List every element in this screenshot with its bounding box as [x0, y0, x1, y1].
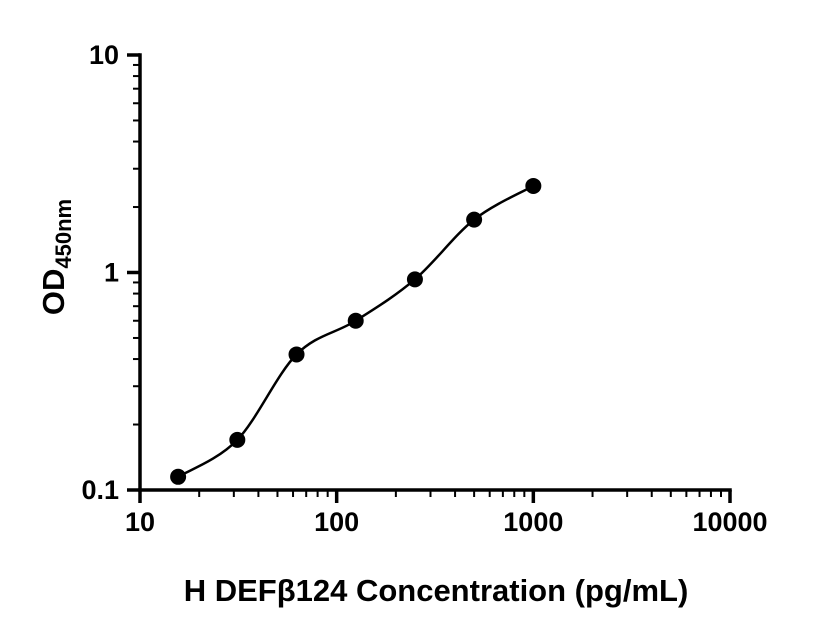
x-tick-label: 100 [314, 507, 359, 537]
data-point [525, 177, 542, 194]
x-tick-label: 1000 [503, 507, 563, 537]
x-tick-label: 10000 [692, 507, 767, 537]
y-axis-title: OD450nm [36, 199, 76, 315]
data-point [347, 312, 364, 329]
data-point [229, 431, 246, 448]
y-tick-label: 1 [104, 258, 119, 288]
y-tick-label: 10 [89, 40, 119, 70]
data-point [466, 211, 483, 228]
data-point [288, 346, 305, 363]
y-axis-title-subscript: 450nm [51, 199, 76, 269]
y-axis-title-main: OD [36, 269, 71, 316]
data-point [170, 468, 187, 485]
x-axis-title: H DEFβ124 Concentration (pg/mL) [184, 573, 689, 608]
data-point [406, 271, 423, 288]
x-tick-label: 10 [125, 507, 155, 537]
chart-plot-layer: 10 100 1000 10000 0.1 1 10 [81, 40, 767, 537]
y-tick-label: 0.1 [81, 475, 119, 505]
standard-curve-line [177, 184, 534, 478]
